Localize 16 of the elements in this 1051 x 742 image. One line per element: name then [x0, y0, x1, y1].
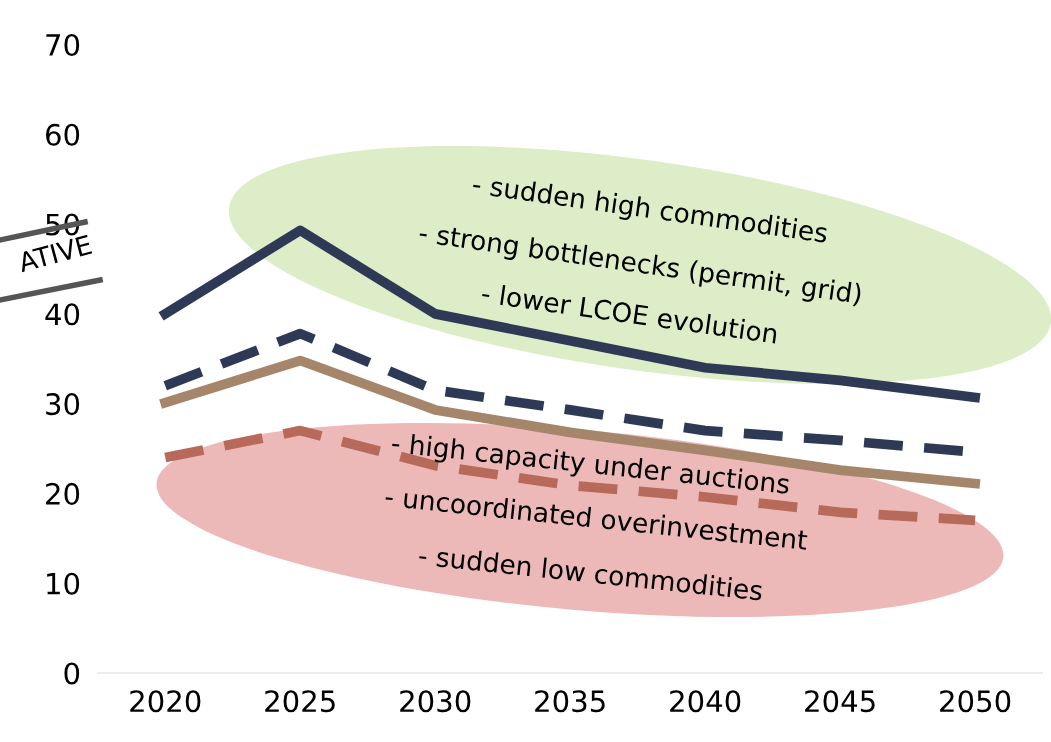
x-tick-label: 2025: [265, 690, 335, 713]
x-tick-label: 2035: [535, 690, 605, 713]
x-tick-label: 2020: [130, 690, 201, 713]
y-tick-label: 30: [46, 393, 80, 416]
y-tick-label: 20: [46, 482, 80, 505]
y-tick-label: 0: [64, 662, 80, 685]
text: ATIVE: [16, 234, 93, 273]
annotation: - sudden low commodities: [418, 544, 763, 601]
y-tick-label: 70: [46, 33, 80, 57]
y-tick-label: 10: [47, 572, 80, 595]
y-tick-label: 40: [45, 303, 80, 326]
x-tick-label: 2030: [400, 690, 471, 713]
x-tick-label: 2050: [940, 690, 1011, 713]
x-tick-label: 2045: [805, 690, 875, 713]
x-tick-label: 2040: [670, 690, 741, 713]
y-tick-label: 60: [46, 123, 80, 146]
